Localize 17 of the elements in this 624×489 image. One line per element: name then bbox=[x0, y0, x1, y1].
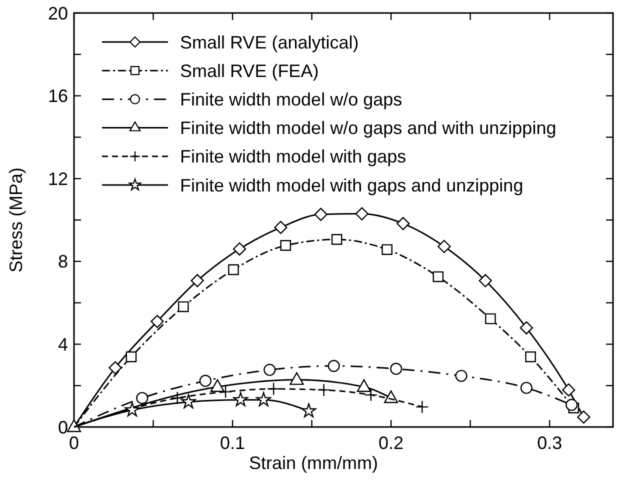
y-tick-label: 12 bbox=[48, 168, 68, 189]
y-axis-title: Stress (MPa) bbox=[6, 167, 26, 273]
y-tick-label: 8 bbox=[58, 252, 68, 272]
legend-label: Small RVE (analytical) bbox=[180, 32, 359, 52]
y-tick-label: 16 bbox=[48, 86, 68, 106]
legend-label: Finite width model with gaps bbox=[180, 146, 406, 167]
x-tick-label: 0.1 bbox=[220, 433, 246, 453]
x-axis-title: Strain (mm/mm) bbox=[249, 453, 378, 473]
legend-label: Finite width model w/o gaps bbox=[180, 90, 402, 110]
y-tick-label: 0 bbox=[58, 417, 68, 438]
legend-label: Small RVE (FEA) bbox=[180, 60, 319, 81]
y-tick-label: 4 bbox=[58, 334, 68, 354]
y-tick-label: 20 bbox=[48, 3, 68, 24]
x-tick-label: 0.2 bbox=[378, 433, 404, 453]
legend-label: Finite width model w/o gaps and with unzipping bbox=[180, 118, 556, 138]
legend-label: Finite width model with gaps and unzipping bbox=[180, 175, 524, 196]
x-tick-label: 0.3 bbox=[537, 433, 562, 453]
